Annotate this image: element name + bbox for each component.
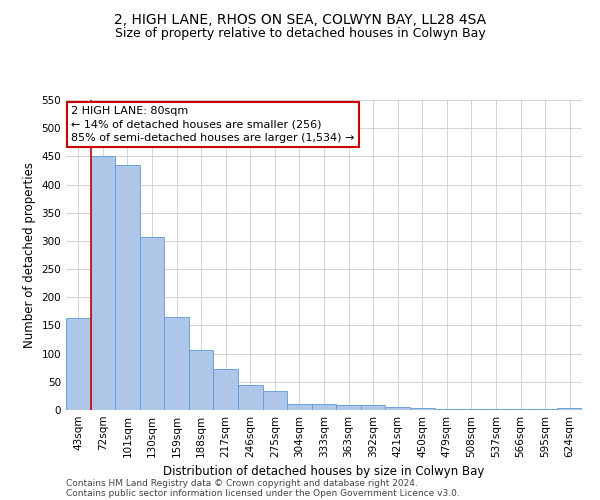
Bar — [287, 404, 312, 410]
Bar — [214, 369, 238, 410]
Bar — [312, 404, 336, 410]
Text: Contains HM Land Registry data © Crown copyright and database right 2024.: Contains HM Land Registry data © Crown c… — [66, 478, 418, 488]
Bar — [140, 237, 164, 410]
Bar — [189, 350, 214, 410]
Text: 2 HIGH LANE: 80sqm
← 14% of detached houses are smaller (256)
85% of semi-detach: 2 HIGH LANE: 80sqm ← 14% of detached hou… — [71, 106, 355, 142]
X-axis label: Distribution of detached houses by size in Colwyn Bay: Distribution of detached houses by size … — [163, 466, 485, 478]
Bar — [385, 407, 410, 410]
Bar — [115, 165, 140, 410]
Bar — [557, 408, 582, 410]
Y-axis label: Number of detached properties: Number of detached properties — [23, 162, 36, 348]
Text: 2, HIGH LANE, RHOS ON SEA, COLWYN BAY, LL28 4SA: 2, HIGH LANE, RHOS ON SEA, COLWYN BAY, L… — [114, 12, 486, 26]
Bar — [66, 318, 91, 410]
Bar — [410, 408, 434, 410]
Bar — [336, 405, 361, 410]
Bar — [459, 409, 484, 410]
Bar — [361, 406, 385, 410]
Bar — [263, 392, 287, 410]
Bar — [164, 317, 189, 410]
Text: Size of property relative to detached houses in Colwyn Bay: Size of property relative to detached ho… — [115, 28, 485, 40]
Bar — [91, 156, 115, 410]
Bar — [238, 385, 263, 410]
Text: Contains public sector information licensed under the Open Government Licence v3: Contains public sector information licen… — [66, 488, 460, 498]
Bar — [434, 409, 459, 410]
